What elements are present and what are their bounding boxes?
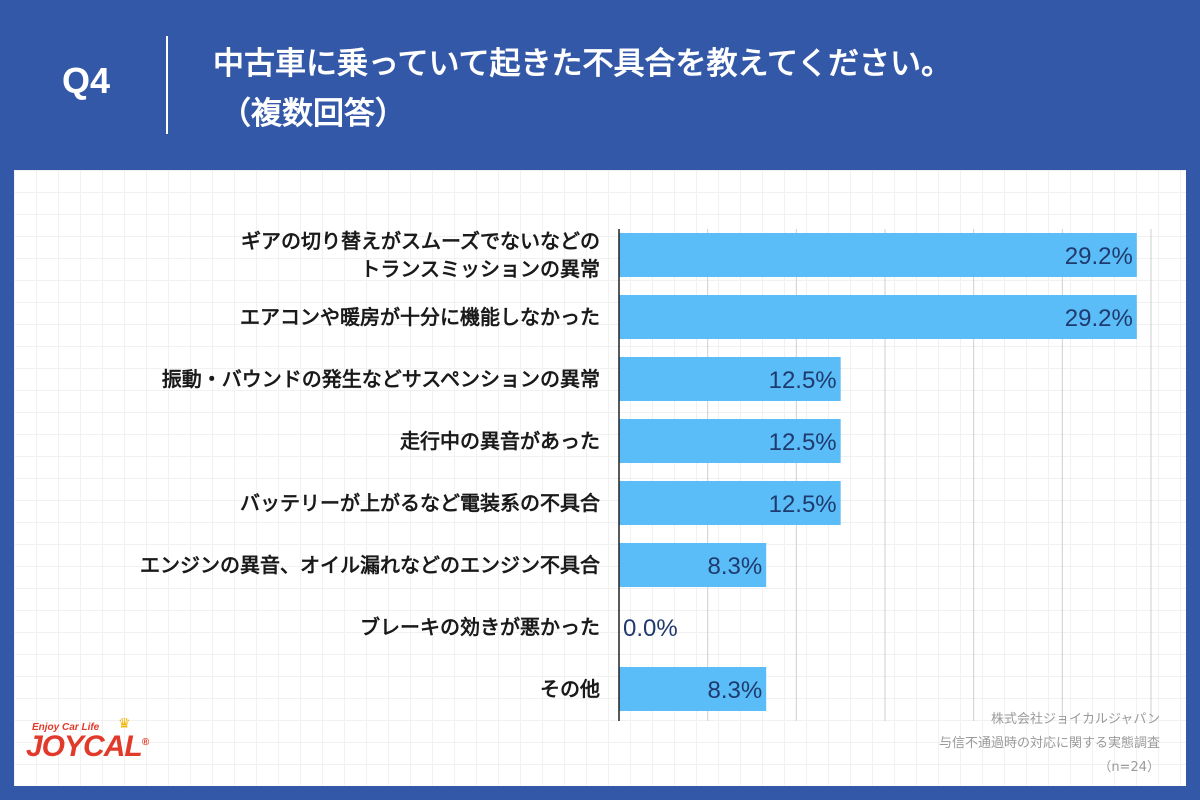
question-title: 中古車に乗っていて起きた不具合を教えてください。 (213, 46, 953, 82)
logo-brand: JOYCAL® (26, 730, 149, 764)
joycal-logo: Enjoy Car Life ♛ JOYCAL® (22, 716, 172, 776)
bar (619, 419, 841, 463)
chart-panel (14, 170, 1186, 786)
bar (619, 667, 767, 711)
category-label: バッテリーが上がるなど電装系の不具合 (240, 491, 601, 515)
bar (619, 233, 1137, 277)
bar (619, 295, 1137, 339)
logo-brand-text: JOYCAL (26, 730, 143, 763)
category-label: エンジンの異音、オイル漏れなどのエンジン不具合 (140, 553, 601, 577)
logo-tagline: Enjoy Car Life (32, 722, 100, 733)
header: Q4 中古車に乗っていて起きた不具合を教えてください。 （複数回答） (0, 0, 1200, 170)
source-survey: 与信不通過時の対応に関する実態調査 (938, 736, 1160, 751)
value-label: 12.5% (769, 367, 837, 394)
value-label: 12.5% (769, 429, 837, 456)
value-label: 8.3% (707, 677, 762, 704)
bar (619, 481, 841, 525)
question-subtitle: （複数回答） (220, 96, 406, 132)
category-label: ギアの切り替えがスムーズでないなどの (241, 229, 600, 253)
bar (619, 543, 767, 587)
value-label: 8.3% (707, 553, 762, 580)
question-number: Q4 (62, 60, 111, 101)
category-label: ブレーキの効きが悪かった (360, 615, 600, 639)
value-label: 12.5% (769, 491, 837, 518)
bar (619, 357, 841, 401)
category-label: その他 (540, 677, 600, 701)
header-divider (166, 36, 168, 134)
source-sample: （n=24） (1098, 760, 1160, 775)
crown-icon: ♛ (118, 716, 131, 732)
source-company: 株式会社ジョイカルジャパン (990, 712, 1160, 727)
value-label: 0.0% (623, 615, 678, 642)
value-label: 29.2% (1065, 305, 1133, 332)
category-label: トランスミッションの異常 (360, 257, 600, 281)
category-label: 振動・バウンドの発生などサスペンションの異常 (162, 367, 600, 391)
category-label: 走行中の異音があった (400, 429, 600, 453)
source-note: 株式会社ジョイカルジャパン 与信不通過時の対応に関する実態調査 （n=24） (760, 708, 1160, 780)
value-label: 29.2% (1065, 243, 1133, 270)
logo-mark: ® (141, 737, 149, 748)
category-label: エアコンや暖房が十分に機能しなかった (240, 305, 600, 329)
